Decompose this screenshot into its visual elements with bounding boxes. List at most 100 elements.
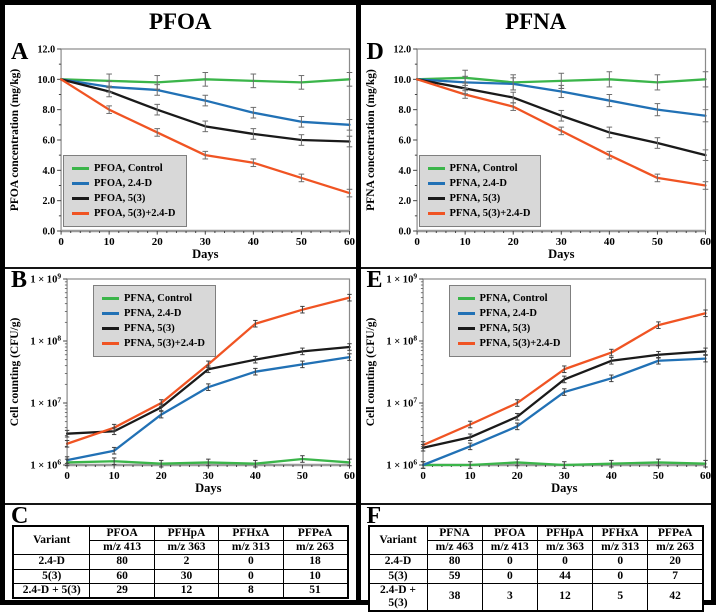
column-divider	[355, 5, 361, 600]
x-tick-label: 30	[203, 470, 215, 482]
mz-header-cell: m/z 413	[89, 540, 155, 556]
legend-swatch	[457, 342, 475, 345]
legend-swatch	[427, 212, 445, 215]
table-row: 2.4-D + 5(3) 38 3 12 5 42	[368, 582, 704, 612]
compound-header-cell: PFPeA	[647, 525, 704, 542]
y-tick-label: 12.0	[393, 45, 411, 56]
x-tick-label: 60	[344, 470, 356, 482]
y-tick-label: 10.0	[393, 75, 411, 86]
y-tick-label: 6.0	[43, 136, 56, 147]
series-line	[59, 78, 351, 143]
legend-swatch	[457, 327, 475, 330]
value-cell: 3	[481, 582, 538, 612]
compound-header-cell: PFHxA	[218, 525, 284, 542]
x-tick-label: 10	[459, 236, 471, 248]
pfoa-concentration-chart: 0.0 2.0 4.0 6.0 8.0 10.0 12.0 0 10 20 30 40 50 60 Days…	[9, 45, 356, 261]
value-cell: 0	[481, 554, 538, 570]
y-tick-label: 0.0	[43, 227, 56, 238]
y-tick-label: 1 × 108	[386, 334, 417, 348]
legend-item: PFNA, 2.4-D	[457, 306, 561, 321]
legend-swatch	[457, 312, 475, 315]
legend-label: PFNA, 5(3)+2.4-D	[479, 338, 561, 349]
y-tick-label: 4.0	[43, 166, 56, 177]
compound-header-cell: PFPeA	[282, 525, 349, 542]
x-tick-label: 20	[511, 470, 523, 482]
x-tick-label: 50	[651, 236, 663, 248]
legend-label: PFNA, 2.4-D	[449, 178, 507, 189]
legend-label: PFNA, 2.4-D	[479, 308, 537, 319]
divider-line	[360, 267, 711, 269]
variant-header-cell: Variant	[368, 525, 428, 556]
variant-cell: 2.4-D	[12, 554, 91, 570]
legend-item: PFOA, 5(3)+2.4-D	[72, 206, 176, 221]
panel-b: B 1 × 106 1 × 107 1 × 108 1 × 109 0 10 20 30 40 5…	[5, 267, 356, 503]
panel-e-letter: E	[366, 267, 383, 293]
x-tick-label: 0	[64, 470, 70, 482]
legend-swatch	[102, 342, 119, 345]
panel-d-letter: D	[366, 39, 384, 65]
y-axis-title: Cell counting (CFU/g)	[9, 318, 21, 427]
x-tick-label: 0	[420, 470, 426, 482]
legend-label: PFNA, 5(3)	[124, 323, 175, 334]
value-cell: 18	[282, 554, 349, 570]
panel-a-legend: PFOA, Control PFOA, 2.4-D PFOA, 5(3) PFOA, …	[63, 155, 187, 227]
x-tick-label: 20	[152, 236, 164, 248]
variant-header-cell: Variant	[12, 525, 91, 556]
legend-label: PFOA, 5(3)	[94, 193, 146, 204]
pfna-concentration-chart: 0.0 2.0 4.0 6.0 8.0 10.0 12.0 0 10 20 30 40 50 60 Days…	[365, 45, 711, 261]
divider-line	[5, 267, 356, 269]
table-row: 2.4-D 80 0 0 0 20	[368, 554, 704, 570]
y-tick-label: 1 × 108	[30, 334, 61, 348]
y-axis-title: PFOA concentration (mg/kg)	[9, 69, 21, 212]
x-tick-label: 40	[248, 236, 260, 248]
y-tick-label: 1 × 109	[386, 272, 417, 286]
value-cell: 0	[592, 554, 649, 570]
left-column-title: PFOA	[148, 9, 212, 34]
x-tick-label: 10	[109, 470, 121, 482]
x-tick-label: 60	[344, 236, 356, 248]
variant-cell: 5(3)	[368, 568, 428, 584]
legend-item: PFNA, Control	[457, 291, 561, 306]
y-tick-label: 12.0	[38, 45, 56, 56]
mz-header-cell: m/z 363	[153, 540, 220, 556]
value-cell: 42	[647, 582, 704, 612]
compound-header-cell: PFHpA	[536, 525, 594, 542]
y-tick-label: 8.0	[398, 105, 411, 116]
panel-c: C Variant PFOA PFHpA PFHxA PFPeA m/z 413 m/z 3…	[5, 503, 356, 600]
legend-label: PFNA, Control	[449, 163, 518, 174]
legend-item: PFNA, 5(3)	[457, 321, 561, 336]
legend-item: PFNA, 5(3)+2.4-D	[457, 336, 561, 351]
x-tick-label: 10	[464, 470, 476, 482]
variant-cell: 2.4-D + 5(3)	[368, 582, 428, 612]
x-tick-label: 10	[104, 236, 116, 248]
panel-a: A 0.0 2.0 4.0 6.0 8.0 10.0 12.0 0 10 20 30 40 50 60 Da…	[5, 39, 356, 267]
legend-item: PFNA, 2.4-D	[102, 306, 205, 321]
legend-label: PFNA, Control	[479, 293, 548, 304]
legend-item: PFNA, 5(3)+2.4-D	[427, 206, 531, 221]
legend-item: PFNA, 5(3)	[102, 321, 205, 336]
legend-label: PFNA, 5(3)	[479, 323, 531, 334]
legend-swatch	[427, 167, 445, 170]
x-tick-label: 0	[58, 236, 64, 248]
value-cell: 59	[426, 568, 483, 584]
legend-item: PFOA, 5(3)	[72, 191, 176, 206]
legend-label: PFNA, 5(3)+2.4-D	[124, 338, 205, 349]
mz-header-cell: m/z 313	[218, 540, 284, 556]
value-cell: 0	[218, 568, 284, 584]
y-tick-label: 4.0	[398, 166, 411, 177]
x-tick-label: 60	[699, 236, 711, 248]
divider-line	[360, 503, 711, 505]
variant-cell: 2.4-D + 5(3)	[12, 582, 91, 599]
compound-header-cell: PFNA	[426, 525, 483, 542]
value-cell: 12	[153, 582, 220, 599]
x-tick-label: 20	[156, 470, 168, 482]
compound-header-cell: PFOA	[89, 525, 155, 542]
legend-label: PFOA, Control	[94, 163, 163, 174]
legend-swatch	[102, 312, 119, 315]
y-tick-label: 1 × 107	[386, 396, 417, 410]
y-tick-label: 1 × 107	[30, 396, 61, 410]
y-tick-label: 8.0	[43, 105, 56, 116]
table-row: 5(3) 59 0 44 0 7	[368, 568, 704, 584]
legend-label: PFNA, 5(3)+2.4-D	[449, 208, 531, 219]
